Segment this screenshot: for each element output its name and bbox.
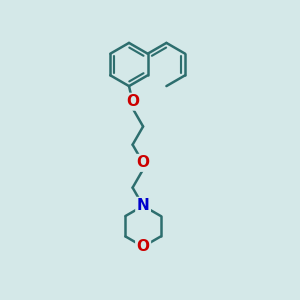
Text: N: N [137, 198, 149, 213]
Text: O: O [126, 94, 139, 109]
Text: O: O [136, 239, 150, 254]
Text: O: O [136, 155, 150, 170]
